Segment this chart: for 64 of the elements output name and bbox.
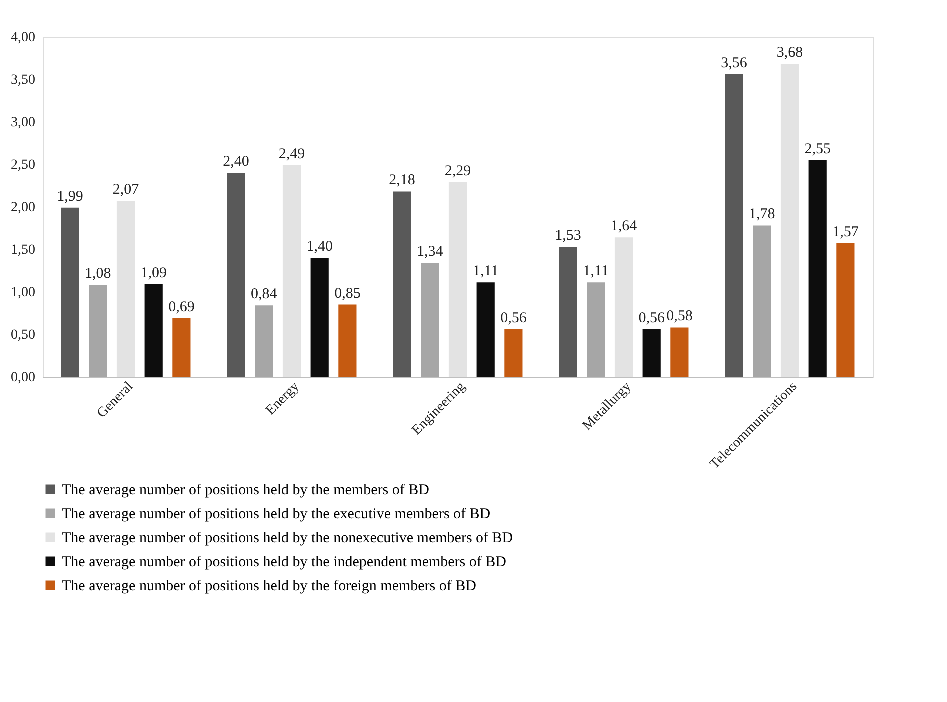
y-tick-label: 3,00 [11,116,36,130]
bar [504,329,523,377]
bar [448,182,468,377]
bar [172,318,191,377]
legend-label: The average number of positions held by the executive members of BD [62,506,491,522]
legend-label: The average number of positions held by the nonexecutive members of BD [62,530,514,546]
y-tick-label: 3,50 [11,73,36,88]
y-tick-label: 1,50 [11,243,36,258]
data-label: 2,18 [389,172,416,189]
data-label: 1,99 [57,188,84,205]
bar [393,192,412,377]
data-label: 0,69 [168,299,195,316]
data-label: 2,40 [223,154,250,170]
data-label: 0,56 [638,310,666,326]
bar [338,304,357,377]
bar [255,306,274,377]
data-label: 1,09 [140,265,167,282]
data-label: 3,56 [721,55,748,72]
bar [282,165,302,377]
data-label: 0,56 [500,310,528,326]
bar [808,160,827,377]
data-label: 1,08 [85,266,112,282]
data-label: 1,53 [555,228,582,244]
data-label: 2,07 [112,182,140,198]
data-label: 1,57 [832,224,860,241]
bar [670,328,689,377]
bar [421,263,440,377]
data-label: 1,11 [472,264,499,280]
data-label: 3,68 [776,45,804,62]
bar [559,246,578,377]
y-tick-label: 1,00 [11,286,36,300]
data-label: 0,84 [251,286,278,303]
bar [227,173,246,377]
bar [116,201,136,377]
bar [144,284,163,377]
bar [476,282,495,377]
data-label: 0,58 [666,308,693,325]
legend-label: The average number of positions held by the independent members of BD [62,554,507,570]
data-label: 1,64 [610,218,638,235]
y-tick-label: 2,00 [11,200,36,216]
bar [587,282,606,377]
legend-label: The average number of positions held by the members of BD [62,482,430,498]
bar [61,208,80,377]
bar [780,64,800,377]
y-tick-label: 0,00 [11,370,36,386]
data-label: 1,40 [306,239,333,255]
data-label: 2,55 [804,141,831,158]
bar [310,258,329,377]
y-tick-label: 2,50 [11,158,36,173]
data-label: 1,34 [417,244,444,260]
bar [836,244,855,377]
data-label: 0,85 [334,286,361,302]
bar [642,329,661,377]
bar [725,74,744,377]
bar [614,238,634,377]
y-tick-label: 0,50 [11,328,36,343]
data-label: 2,29 [444,163,472,180]
bar [753,226,772,377]
y-tick-label: 4,00 [11,30,36,46]
data-label: 2,49 [278,146,306,162]
bar [89,285,108,377]
legend-label: The average number of positions held by the foreign members of BD [62,578,477,594]
data-label: 1,78 [749,206,776,223]
data-label: 1,11 [583,264,610,280]
